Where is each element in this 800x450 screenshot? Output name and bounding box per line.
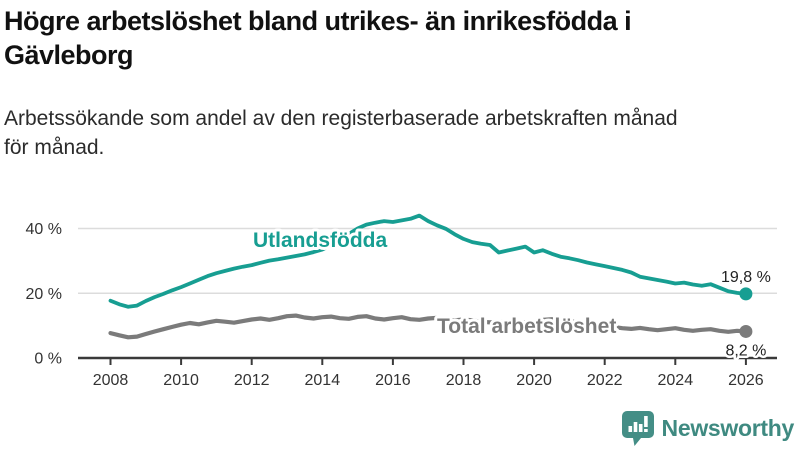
- chart-title-line-2: Gävleborg: [4, 40, 134, 70]
- chart-subtitle: Arbetssökande som andel av den registerb…: [4, 104, 784, 162]
- series-line-total: [108, 313, 749, 340]
- x-tick-label: 2018: [446, 372, 482, 389]
- x-tick-label: 2016: [375, 372, 411, 389]
- y-tick-label: 40 %: [26, 221, 62, 238]
- x-tick-label: 2010: [163, 372, 199, 389]
- series-label-total: Total arbetslöshet: [437, 315, 616, 338]
- chart-subtitle-line-1: Arbetssökande som andel av den registerb…: [4, 107, 678, 130]
- series-end-value: 8,2 %: [725, 342, 766, 359]
- x-tick-label: 2014: [305, 372, 341, 389]
- line-chart-plot-area: 0 % 20 % 40 % 2008 2010 2012 2014 2016 2018 2020 2…: [26, 213, 777, 389]
- newsworthy-speech-bubble-chart-icon: [621, 411, 654, 446]
- series-end-dot: [739, 287, 753, 301]
- x-tick-label: 2008: [93, 372, 129, 389]
- logo-bar-2: [633, 422, 637, 432]
- newsworthy-logo: Newsworthy: [621, 410, 794, 446]
- chart-title-line-1: Högre arbetslöshet bland utrikes- än inr…: [4, 6, 632, 36]
- series-end-dot: [739, 324, 753, 338]
- chart-subtitle-line-2: för månad.: [4, 136, 105, 159]
- logo-exclamation-stem: [643, 416, 648, 427]
- x-tick-label: 2012: [234, 372, 270, 389]
- series-label-utlandsfodda: Utlandsfödda: [253, 229, 387, 252]
- logo-bar-1: [628, 426, 632, 432]
- x-tick-label: 2022: [587, 372, 623, 389]
- logo-bar-3: [638, 424, 643, 432]
- x-tick-label: 2020: [516, 372, 552, 389]
- y-tick-label: 0 %: [34, 351, 62, 368]
- brand-name: Newsworthy: [661, 414, 795, 441]
- y-tick-label: 20 %: [26, 286, 62, 303]
- x-tick-label: 2026: [728, 372, 764, 389]
- series-line-utlandsfodda: [108, 213, 748, 309]
- series-end-value: 19,8 %: [721, 269, 771, 286]
- x-tick-label: 2024: [658, 372, 694, 389]
- chart-title: Högre arbetslöshet bland utrikes- än inr…: [4, 4, 784, 72]
- logo-exclamation-dot: [643, 429, 648, 432]
